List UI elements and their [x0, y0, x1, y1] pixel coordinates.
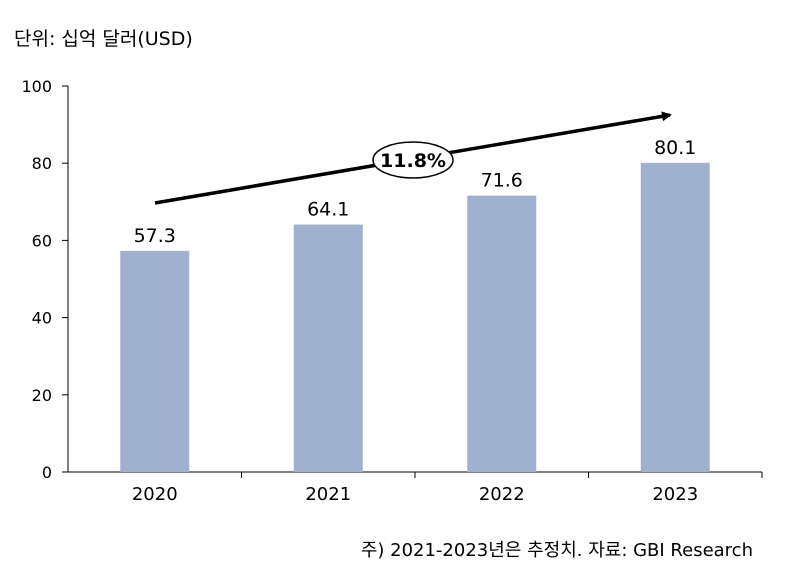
y-tick-label: 60	[32, 231, 52, 250]
y-tick-label: 0	[42, 463, 52, 482]
bar-2020	[120, 250, 190, 472]
y-tick-label: 80	[32, 154, 52, 173]
bar-value-label: 57.3	[134, 225, 176, 247]
bar-value-label: 64.1	[307, 199, 349, 221]
y-tick-label: 100	[21, 77, 52, 96]
x-tick-label: 2021	[305, 484, 351, 505]
cagr-ellipse	[372, 141, 454, 179]
y-tick-label: 40	[32, 309, 52, 328]
y-tick-label: 20	[32, 386, 52, 405]
bar-2023	[640, 162, 710, 472]
footnote: 주) 2021-2023년은 추정치. 자료: GBI Research	[360, 540, 753, 561]
bar-2022	[467, 195, 537, 472]
bar-value-label: 80.1	[654, 137, 696, 159]
x-tick-label: 2022	[479, 484, 525, 505]
cagr-label: 11.8%	[380, 150, 446, 172]
x-tick-label: 2023	[652, 484, 698, 505]
x-tick-label: 2020	[132, 484, 178, 505]
bar-value-label: 71.6	[481, 170, 523, 192]
bar-2021	[293, 224, 363, 472]
unit-label: 단위: 십억 달러(USD)	[14, 28, 193, 50]
